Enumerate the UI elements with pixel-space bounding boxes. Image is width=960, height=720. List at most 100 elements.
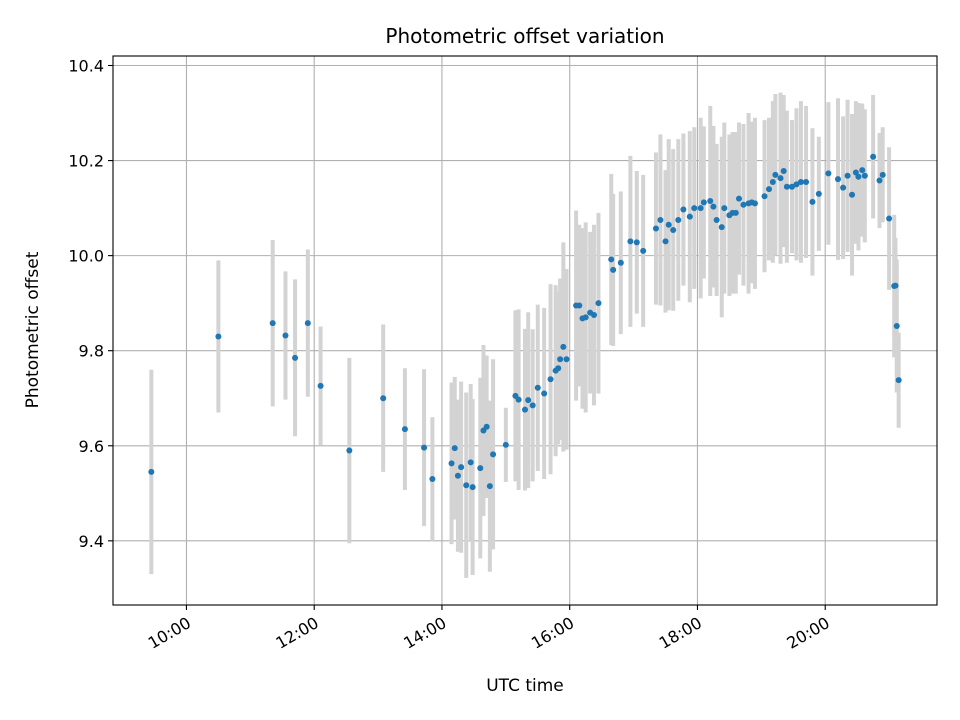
data-point — [463, 482, 470, 489]
data-point — [595, 300, 602, 307]
data-point — [640, 247, 647, 254]
data-point — [789, 183, 796, 190]
data-point — [292, 354, 299, 361]
data-point — [534, 384, 541, 391]
data-point — [269, 320, 276, 327]
data-point — [590, 312, 597, 319]
data-point — [346, 447, 353, 454]
data-point — [700, 199, 707, 206]
data-point — [657, 216, 664, 223]
data-point — [515, 396, 522, 403]
data-point — [282, 332, 289, 339]
data-point — [215, 333, 222, 340]
data-point — [892, 282, 899, 289]
data-point — [886, 215, 893, 222]
data-point — [710, 203, 717, 210]
data-point — [777, 175, 784, 182]
data-point — [486, 483, 493, 490]
data-point — [633, 239, 640, 246]
data-point — [483, 423, 490, 430]
data-point — [547, 376, 554, 383]
data-point — [840, 184, 847, 191]
data-point — [490, 451, 497, 458]
data-point — [803, 178, 810, 185]
data-point — [825, 170, 832, 177]
data-point — [529, 402, 536, 409]
data-point — [627, 238, 634, 245]
data-point — [769, 178, 776, 185]
plot-frame — [112, 55, 938, 606]
data-points — [148, 153, 902, 491]
data-point — [522, 406, 528, 413]
data-point — [855, 173, 862, 180]
data-point — [617, 259, 624, 266]
data-point — [448, 460, 455, 467]
data-point — [582, 314, 589, 321]
data-point — [697, 205, 704, 212]
data-point — [834, 176, 841, 183]
y-axis: 9.4 9.6 9.8 10.0 10.2 10.4 — [68, 57, 113, 551]
y-tick-label: 9.4 — [79, 532, 104, 551]
data-point — [477, 465, 484, 472]
data-point — [525, 397, 532, 404]
data-point — [541, 390, 548, 397]
data-point — [732, 209, 739, 216]
y-axis-label: Photometric offset — [23, 251, 43, 408]
data-point — [766, 186, 773, 193]
data-point — [691, 205, 698, 212]
data-point — [895, 377, 902, 384]
data-point — [317, 382, 324, 389]
data-point — [707, 197, 714, 204]
data-point — [608, 256, 615, 263]
data-point — [761, 193, 768, 200]
data-point — [780, 168, 787, 175]
data-point — [652, 225, 659, 232]
data-point — [815, 190, 822, 197]
data-point — [751, 200, 758, 207]
data-point — [458, 464, 465, 471]
data-point — [421, 444, 428, 451]
x-axis-label: UTC time — [486, 676, 564, 696]
data-point — [502, 441, 509, 448]
data-point — [735, 195, 742, 202]
data-point — [148, 468, 155, 475]
data-point — [680, 206, 687, 213]
y-tick-label: 10.4 — [68, 57, 104, 76]
y-tick-label: 9.6 — [79, 437, 104, 456]
data-point — [879, 171, 886, 178]
data-point — [563, 356, 570, 363]
data-point — [380, 395, 387, 402]
data-point — [555, 365, 562, 372]
data-point — [797, 178, 804, 185]
data-point — [876, 177, 883, 184]
y-tick-label: 9.8 — [79, 342, 104, 361]
data-point — [740, 201, 747, 208]
data-point — [662, 238, 669, 245]
data-point — [793, 181, 800, 188]
data-point — [451, 445, 458, 452]
data-point — [304, 320, 311, 327]
data-point — [401, 426, 408, 433]
y-tick-label: 10.2 — [68, 152, 104, 171]
data-point — [718, 224, 725, 231]
data-point — [893, 322, 900, 329]
data-point — [783, 183, 790, 190]
data-point — [665, 221, 672, 228]
data-point — [610, 266, 617, 273]
data-point — [844, 172, 851, 179]
y-tick-label: 10.0 — [68, 247, 104, 266]
data-point — [429, 476, 436, 483]
data-point — [849, 191, 856, 198]
data-point — [576, 302, 583, 309]
data-point — [469, 484, 476, 491]
data-point — [454, 472, 461, 479]
data-point — [721, 205, 728, 212]
data-point — [861, 172, 868, 179]
data-point — [670, 226, 677, 233]
data-point — [859, 167, 866, 174]
data-point — [713, 216, 720, 223]
data-point — [809, 198, 816, 205]
chart-title: Photometric offset variation — [385, 24, 664, 48]
data-point — [557, 356, 564, 363]
